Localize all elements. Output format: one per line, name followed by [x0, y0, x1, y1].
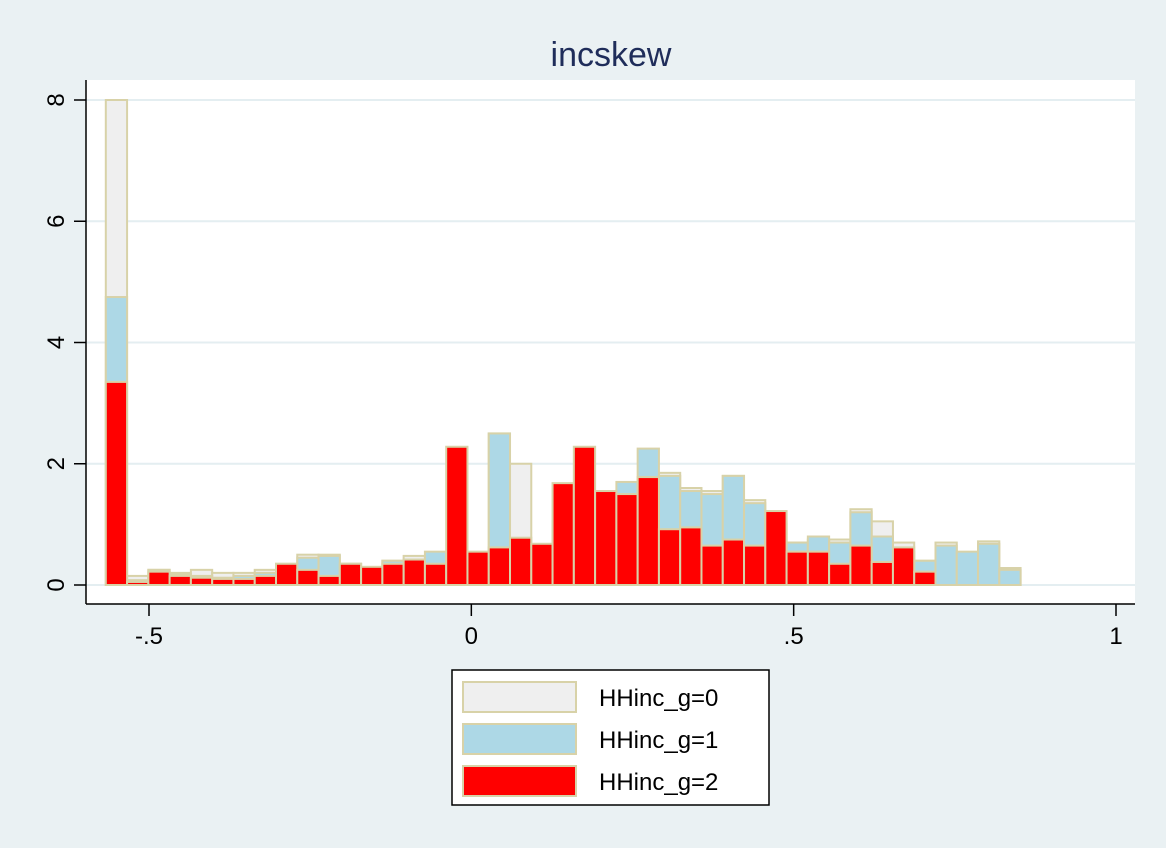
legend: HHinc_g=0 HHinc_g=1 HHinc_g=2 — [451, 669, 770, 806]
legend-label: HHinc_g=0 — [599, 685, 718, 712]
bar — [104, 380, 129, 586]
bar — [679, 526, 703, 586]
bar — [126, 580, 150, 586]
bar — [615, 493, 639, 586]
bar — [402, 558, 426, 586]
bar — [232, 577, 256, 586]
bar — [657, 528, 682, 586]
bar — [700, 544, 724, 586]
bar — [530, 542, 554, 587]
bar — [934, 544, 958, 586]
legend-label: HHinc_g=1 — [599, 727, 718, 754]
bar — [360, 565, 384, 586]
legend-swatch — [462, 765, 577, 797]
bar — [828, 562, 852, 586]
bar — [466, 550, 490, 586]
bar — [551, 482, 575, 586]
bar — [721, 538, 746, 586]
bar — [445, 445, 469, 586]
bar — [913, 570, 937, 586]
bar — [509, 536, 533, 587]
bar — [636, 476, 660, 586]
tick-labels: -.5 0 .5 1 0 2 4 6 8 — [43, 93, 1123, 650]
chart-title: incskew — [551, 36, 672, 74]
bar — [381, 562, 405, 586]
bar — [211, 577, 235, 586]
bar — [168, 574, 192, 586]
y-tick-label: 6 — [43, 215, 70, 228]
y-tick-label: 2 — [43, 457, 70, 470]
bar — [785, 550, 809, 586]
bar — [253, 574, 277, 586]
bars-group — [104, 99, 1022, 587]
bar — [274, 562, 299, 586]
bar — [998, 568, 1022, 586]
x-tick-label: .5 — [784, 623, 804, 650]
bar — [870, 560, 894, 587]
bar — [487, 546, 512, 586]
legend-swatch — [462, 681, 577, 713]
bar — [743, 544, 767, 586]
bar — [594, 490, 618, 586]
legend-label: HHinc_g=2 — [599, 769, 718, 796]
y-tick-label: 4 — [43, 336, 70, 349]
x-tick-label: 0 — [465, 623, 478, 650]
bar — [891, 546, 916, 586]
x-tick-label: 1 — [1109, 623, 1122, 650]
legend-swatch — [462, 723, 577, 755]
bar — [572, 445, 597, 586]
bar — [423, 562, 448, 586]
bar — [189, 576, 214, 586]
axes — [74, 80, 1135, 616]
x-tick-label: -.5 — [135, 623, 163, 650]
bar — [849, 544, 873, 586]
bar — [317, 574, 341, 586]
bar — [147, 570, 171, 586]
bar — [806, 550, 831, 586]
bar — [977, 542, 1001, 587]
bar — [338, 562, 363, 586]
bar — [764, 510, 788, 587]
bar — [955, 550, 980, 586]
y-tick-label: 0 — [43, 578, 70, 591]
y-tick-label: 8 — [43, 93, 70, 106]
series-2 — [104, 380, 937, 587]
bar — [296, 568, 320, 586]
